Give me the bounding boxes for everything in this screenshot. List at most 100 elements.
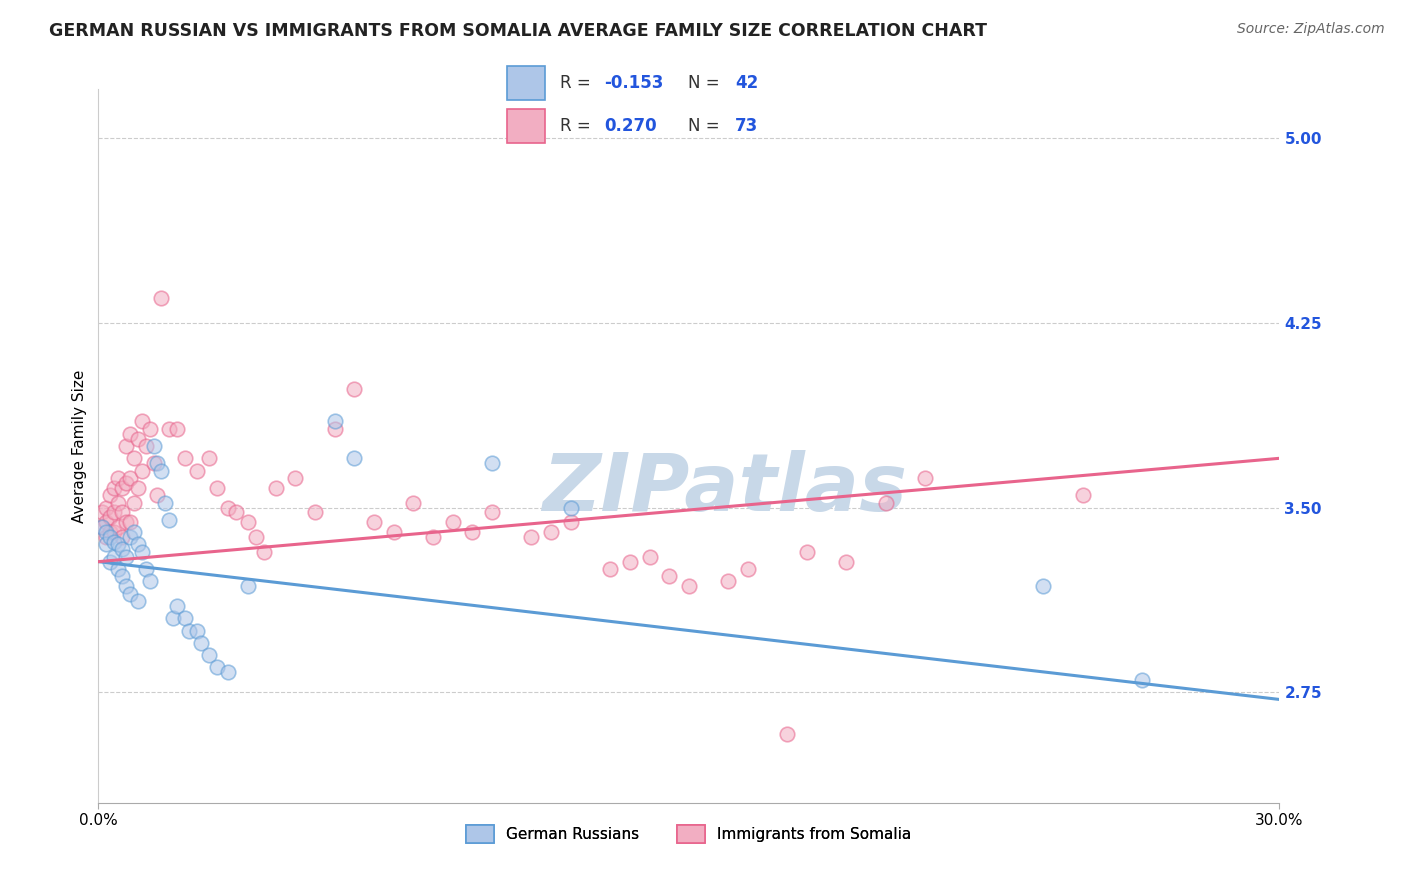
Point: [115, 439, 138, 453]
Text: R =: R =: [561, 117, 596, 135]
Point: [115, 579, 138, 593]
Point: [835, 555, 858, 569]
Point: [1071, 488, 1094, 502]
Point: [157, 513, 180, 527]
Point: [177, 624, 200, 638]
Point: [96, 537, 118, 551]
Point: [96, 516, 118, 530]
Point: [166, 422, 188, 436]
Point: [441, 516, 464, 530]
Y-axis label: Average Family Size: Average Family Size: [72, 369, 87, 523]
Text: 73: 73: [735, 117, 758, 135]
Point: [98, 555, 121, 569]
Point: [776, 727, 799, 741]
Point: [96, 500, 118, 515]
Point: [127, 432, 149, 446]
Point: [103, 535, 125, 549]
Point: [174, 611, 197, 625]
Bar: [508, 66, 546, 100]
Point: [186, 624, 208, 638]
Point: [796, 545, 818, 559]
Point: [520, 530, 543, 544]
Point: [197, 648, 219, 662]
Point: [138, 422, 160, 436]
Point: [118, 530, 141, 544]
Legend: German Russians, Immigrants from Somalia: German Russians, Immigrants from Somalia: [460, 819, 918, 848]
Point: [115, 516, 138, 530]
Point: [217, 665, 239, 680]
Point: [481, 505, 503, 519]
Text: 42: 42: [735, 74, 758, 92]
Point: [150, 464, 173, 478]
Point: [382, 525, 405, 540]
Point: [107, 471, 129, 485]
Point: [174, 451, 197, 466]
Point: [678, 579, 700, 593]
Point: [343, 451, 366, 466]
Point: [127, 537, 149, 551]
Point: [323, 422, 346, 436]
Text: N =: N =: [688, 74, 724, 92]
Point: [91, 505, 114, 519]
Point: [135, 562, 157, 576]
Point: [111, 481, 134, 495]
Point: [98, 510, 121, 524]
Point: [103, 525, 125, 540]
Point: [146, 488, 169, 502]
Point: [638, 549, 661, 564]
Point: [107, 495, 129, 509]
Point: [658, 569, 681, 583]
Point: [111, 530, 134, 544]
Point: [138, 574, 160, 589]
Point: [217, 500, 239, 515]
Point: [1130, 673, 1153, 687]
Point: [146, 456, 169, 470]
Point: [205, 660, 228, 674]
Point: [343, 383, 366, 397]
Point: [103, 549, 125, 564]
Point: [131, 545, 153, 559]
Point: [481, 456, 503, 470]
Text: -0.153: -0.153: [605, 74, 664, 92]
Point: [103, 505, 125, 519]
Point: [236, 579, 259, 593]
Point: [304, 505, 326, 519]
Point: [157, 422, 180, 436]
Point: [98, 530, 121, 544]
Point: [111, 505, 134, 519]
Point: [98, 525, 121, 540]
Point: [111, 569, 134, 583]
Point: [122, 495, 145, 509]
Point: [122, 451, 145, 466]
Point: [131, 464, 153, 478]
Point: [166, 599, 188, 613]
Point: [107, 562, 129, 576]
Point: [96, 525, 118, 540]
Point: [91, 520, 114, 534]
Point: [422, 530, 444, 544]
Point: [914, 471, 936, 485]
Point: [98, 488, 121, 502]
Point: [127, 481, 149, 495]
Point: [186, 464, 208, 478]
Point: [142, 456, 165, 470]
Text: N =: N =: [688, 117, 724, 135]
Point: [363, 516, 385, 530]
Point: [245, 530, 267, 544]
Point: [737, 562, 759, 576]
Point: [118, 471, 141, 485]
Point: [619, 555, 641, 569]
Point: [205, 481, 228, 495]
Point: [91, 520, 114, 534]
Point: [115, 549, 138, 564]
Text: R =: R =: [561, 74, 596, 92]
Bar: [508, 109, 546, 143]
Point: [127, 594, 149, 608]
Point: [162, 611, 184, 625]
Text: 0.270: 0.270: [605, 117, 657, 135]
Point: [131, 414, 153, 428]
Point: [122, 525, 145, 540]
Text: GERMAN RUSSIAN VS IMMIGRANTS FROM SOMALIA AVERAGE FAMILY SIZE CORRELATION CHART: GERMAN RUSSIAN VS IMMIGRANTS FROM SOMALI…: [49, 22, 987, 40]
Point: [461, 525, 484, 540]
Point: [142, 439, 165, 453]
